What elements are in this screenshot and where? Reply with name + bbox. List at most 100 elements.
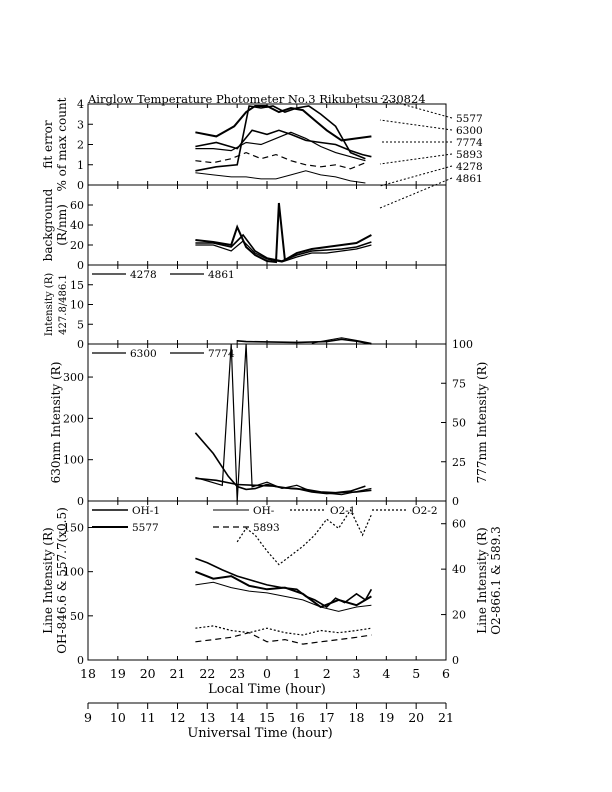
panel-frame — [87, 103, 447, 186]
series-line-OH-1 — [195, 557, 373, 609]
legend-label: 7774 — [208, 348, 235, 360]
universal-time-tick-label: 16 — [289, 710, 305, 725]
y-tick-label: 150 — [63, 522, 84, 535]
y-right-tick-label: 100 — [452, 338, 473, 351]
y-right-tick-label: 75 — [452, 377, 466, 390]
universal-time-tick-label: 10 — [110, 710, 126, 725]
local-time-tick-label: 0 — [263, 666, 271, 681]
y-tick-label: 0 — [77, 654, 84, 667]
y-right-tick-label: 20 — [452, 609, 466, 622]
legend-label: 5577 — [132, 522, 159, 534]
series-line-7774 — [195, 131, 366, 162]
local-time-tick-label: 21 — [170, 666, 186, 681]
universal-time-tick-label: 9 — [84, 710, 92, 725]
series-line-4278 — [195, 105, 366, 172]
series-line-5893 — [195, 632, 372, 645]
legend-leader — [379, 153, 453, 165]
y-right-axis-label: Line Intensity (R) — [475, 527, 489, 633]
y-axis-label: OH-846.6 & 557.7(x0.5) — [55, 507, 69, 654]
series-line-6300 — [195, 129, 372, 158]
chart-title: Airglow Temperature Photometer No.3 Riku… — [87, 92, 426, 106]
y-right-tick-label: 25 — [452, 456, 466, 469]
legend-label: OH-1 — [132, 505, 160, 517]
y-tick-label: 0 — [77, 338, 84, 351]
panel-ratio: 0 5 10 15 Intensity (R) 427.8/486.1 4278 4861 — [44, 264, 447, 351]
series-line-OH- — [195, 581, 372, 612]
legend-label: 4278 — [456, 161, 483, 173]
panel-frame — [87, 343, 447, 502]
y-tick-label: 2 — [77, 139, 84, 152]
local-time-tick-label: 1 — [293, 666, 301, 681]
legend-label: 6300 — [456, 125, 483, 137]
universal-time-tick-label: 11 — [140, 710, 156, 725]
y-tick-label: 300 — [63, 371, 84, 384]
local-time-tick-label: 3 — [353, 666, 361, 681]
series-line-6300 — [195, 477, 366, 494]
legend-leader — [379, 177, 453, 209]
legend-label: 5577 — [456, 113, 483, 125]
universal-time-axis-label: Universal Time (hour) — [187, 726, 332, 741]
y-axis-label: 427.8/486.1 — [58, 274, 69, 335]
series-line-5577 — [195, 570, 372, 609]
panel-fit-error: 0 1 2 3 4 fit error% of max count 557763007774… — [41, 97, 483, 209]
y-axis-label: background — [41, 188, 55, 261]
universal-time-tick-label: 14 — [229, 710, 245, 725]
local-time-tick-label: 2 — [323, 666, 331, 681]
y-axis-label: % of max count — [55, 97, 69, 191]
legend-label: 4278 — [130, 269, 157, 281]
legend-label: 5893 — [253, 522, 280, 534]
universal-time-tick-label: 15 — [259, 710, 275, 725]
y-tick-label: 0 — [77, 495, 84, 508]
universal-time-tick-label: 19 — [378, 710, 394, 725]
y-tick-label: 50 — [70, 610, 84, 623]
series-line-5893 — [195, 151, 366, 170]
legend-label: 5893 — [456, 149, 483, 161]
local-time-tick-label: 23 — [229, 666, 245, 681]
y-axis-label: Line Intensity (R) — [41, 527, 55, 633]
legend-label: 4861 — [456, 173, 483, 185]
local-time-tick-label: 4 — [382, 666, 390, 681]
local-time-tick-label: 20 — [140, 666, 156, 681]
y-axis-label: fit error — [41, 120, 55, 168]
y-tick-label: 5 — [77, 318, 84, 331]
y-tick-label: 60 — [70, 199, 84, 212]
legend-leader — [379, 165, 453, 187]
universal-time-tick-label: 17 — [319, 710, 335, 725]
local-time-tick-label: 22 — [199, 666, 215, 681]
y-axis-label: Intensity (R) — [44, 273, 55, 336]
y-tick-label: 0 — [77, 179, 84, 192]
universal-time-tick-label: 13 — [199, 710, 215, 725]
local-time-tick-label: 19 — [110, 666, 126, 681]
legend-label: 6300 — [130, 348, 157, 360]
y-right-tick-label: 60 — [452, 518, 466, 531]
y-right-tick-label: 50 — [452, 417, 466, 430]
y-tick-label: 0 — [77, 259, 84, 272]
legend-label: 7774 — [456, 137, 483, 149]
y-right-tick-label: 0 — [452, 654, 459, 667]
universal-time-tick-label: 18 — [349, 710, 365, 725]
y-axis-label: 630nm Intensity (R) — [49, 362, 63, 484]
legend-label: OH- — [253, 505, 275, 517]
y-right-tick-label: 40 — [452, 563, 466, 576]
panel-background: 0 20 40 60 background (R/nm) — [41, 184, 447, 272]
series-line-5577 — [195, 202, 372, 264]
y-tick-label: 3 — [77, 118, 84, 131]
series-line-4861 — [311, 337, 372, 344]
local-time-tick-label: 6 — [442, 666, 450, 681]
universal-time-tick-label: 20 — [408, 710, 424, 725]
y-axis-label: (R/nm) — [55, 204, 69, 246]
series-line-O2-1 — [236, 508, 372, 566]
local-time-tick-label: 5 — [412, 666, 420, 681]
y-tick-label: 100 — [63, 566, 84, 579]
y-right-axis-label: O2-866.1 & 589.3 — [489, 526, 503, 635]
legend-leader — [379, 119, 453, 131]
y-right-axis-label: 777nm Intensity (R) — [475, 362, 489, 484]
series-line-6300 — [195, 233, 372, 262]
series-line-4861 — [195, 170, 366, 184]
series-line-7774 — [195, 343, 372, 502]
local-time-axis-label: Local Time (hour) — [208, 682, 326, 697]
